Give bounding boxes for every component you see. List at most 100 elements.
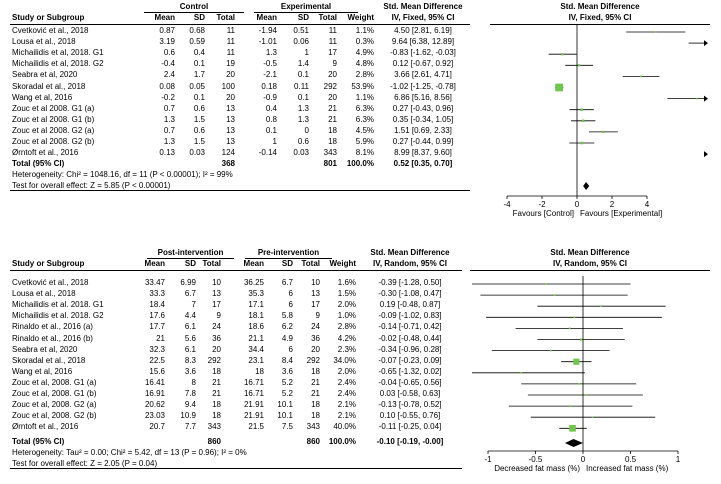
cell-w: 34.0%	[333, 355, 356, 365]
cell-sd2: 6	[288, 344, 293, 354]
study-column-header: Study or Subgroup	[12, 13, 85, 22]
cell-n1: 19	[226, 59, 235, 69]
cell-m1: 2.4	[163, 70, 175, 80]
cell-n1: 11	[226, 48, 235, 58]
cell-m2: 18.1	[248, 311, 264, 321]
cell-m1: 0.7	[163, 103, 175, 113]
cell-n1: 343	[207, 422, 221, 432]
cell-sd2: 0.11	[294, 81, 309, 91]
cell-m1: 17.7	[149, 322, 165, 332]
point-estimate-marker	[585, 394, 587, 396]
point-estimate-marker	[561, 53, 564, 56]
cell-w: 2.4%	[337, 389, 356, 398]
study-name: Skoradal et al., 2018	[12, 81, 86, 91]
point-estimate-marker	[577, 64, 581, 67]
cell-sd1: 10.9	[180, 411, 196, 421]
cell-sd2: 5.8	[281, 311, 293, 321]
cell-m1: 16.41	[144, 377, 165, 387]
cell-n1: 20	[226, 92, 235, 102]
study-name: Zouc et al, 2008. G1 (a)	[12, 377, 97, 387]
cell-w: 2.8%	[337, 322, 356, 332]
cell-n2: 18	[328, 125, 337, 135]
cell-n1: 11	[226, 37, 235, 47]
study-name: Seabra et al, 2020	[12, 70, 78, 80]
cell-sd2: 0.06	[293, 37, 309, 47]
study-name: Zouc et al, 2008. G1 (b)	[12, 389, 97, 398]
cell-w: 4.8%	[355, 59, 374, 69]
cell-m2: -2.1	[263, 70, 277, 80]
cell-sd2: 1.3	[297, 103, 309, 113]
cell-sd1: 0.68	[189, 26, 205, 35]
study-name: Rinaldo et al., 2016 (a)	[12, 322, 93, 332]
cell-m1: 1.3	[163, 114, 175, 124]
cell-n1: 13	[226, 125, 235, 135]
cell-sd1: 7.7	[184, 422, 196, 432]
point-estimate-marker	[600, 305, 602, 307]
effect-ci: 0.35 [-0.34, 1.05]	[392, 114, 454, 124]
group1-sd-header: SD	[184, 259, 196, 268]
cell-sd2: 1	[304, 48, 309, 58]
point-estimate-marker	[581, 119, 585, 123]
cell-w: 2.1%	[337, 400, 356, 410]
point-estimate-marker	[549, 349, 552, 352]
point-estimate-marker	[578, 383, 581, 385]
favours-right-label: Increased fat mass (%)	[586, 464, 669, 473]
cell-n2: 21	[328, 114, 337, 124]
cell-w: 1.1%	[355, 92, 374, 102]
effect-ci: 6.86 [5.16, 8.56]	[394, 92, 452, 102]
x-tick-label: -2	[538, 200, 546, 209]
cell-sd1: 7.8	[184, 389, 196, 398]
effect-ci: -0.14 [-0.71, 0.42]	[378, 322, 442, 332]
cell-sd2: 6.7	[281, 278, 293, 287]
cell-n2: 343	[306, 422, 320, 432]
group1-total-header: Total	[202, 259, 221, 268]
effect-ci: 9.64 [6.38, 12.89]	[391, 37, 455, 47]
study-name: Seabra et al, 2020	[12, 344, 78, 354]
cell-w: 4.9%	[355, 48, 374, 58]
cell-sd1: 6.1	[184, 322, 196, 332]
cell-sd2: 8.4	[281, 355, 293, 365]
cell-sd1: 1.7	[193, 70, 205, 80]
plot-method: IV, Random, 95% CI	[553, 259, 627, 268]
cell-sd1: 0.4	[193, 48, 205, 58]
effect-ci: 0.12 [-0.67, 0.92]	[392, 59, 454, 69]
cell-w: 53.9%	[351, 81, 374, 91]
cell-m2: 0.1	[265, 125, 277, 135]
cell-n2: 292	[306, 355, 320, 365]
point-estimate-marker	[520, 372, 523, 374]
study-name: Zouc et al 2008. G2 (a)	[12, 125, 95, 135]
effect-ci: -0.65 [-1.32, 0.02]	[378, 366, 442, 376]
favours-left-label: Decreased fat mass (%)	[494, 464, 580, 473]
favours-left-label: Favours [Control]	[513, 209, 574, 218]
study-name: Cvetković et al., 2018	[12, 26, 89, 35]
cell-n2: 20	[328, 70, 337, 80]
study-name: Zouc et al, 2008. G2 (a)	[12, 400, 97, 410]
x-tick-label: 4	[645, 200, 650, 209]
cell-sd1: 0.1	[193, 92, 205, 102]
table-bottom-rule	[10, 190, 470, 191]
study-name: Rinaldo et al., 2016 (b)	[12, 333, 93, 343]
cell-w: 2.8%	[355, 70, 374, 80]
cell-m1: 16.91	[144, 389, 165, 398]
group2-total-header: Total	[301, 259, 320, 268]
ci-clip-arrow	[704, 95, 708, 102]
study-name: Zouc et al 2008. G1 (b)	[12, 114, 95, 124]
point-estimate-marker	[555, 83, 564, 92]
cell-n2: 21	[328, 103, 337, 113]
group2-sd-header: SD	[281, 259, 293, 268]
cell-sd2: 6	[288, 289, 293, 299]
point-estimate-marker	[591, 416, 594, 418]
cell-m2: 0.8	[265, 114, 277, 124]
effect-ci: 0.27 [-0.44, 0.99]	[392, 137, 454, 146]
effect-method: IV, Random, 95% CI	[373, 259, 447, 268]
cell-n1: 13	[226, 103, 235, 113]
cell-m1: 0.87	[159, 26, 175, 35]
group1-header-rule	[144, 12, 244, 13]
cell-w: 6.3%	[355, 103, 374, 113]
cell-n1: 124	[221, 148, 235, 158]
cell-w: 2.3%	[337, 344, 356, 354]
point-estimate-marker	[580, 338, 583, 341]
cell-sd1: 1.5	[193, 137, 205, 146]
cell-n1: 20	[212, 344, 221, 354]
cell-n2: 20	[311, 344, 320, 354]
